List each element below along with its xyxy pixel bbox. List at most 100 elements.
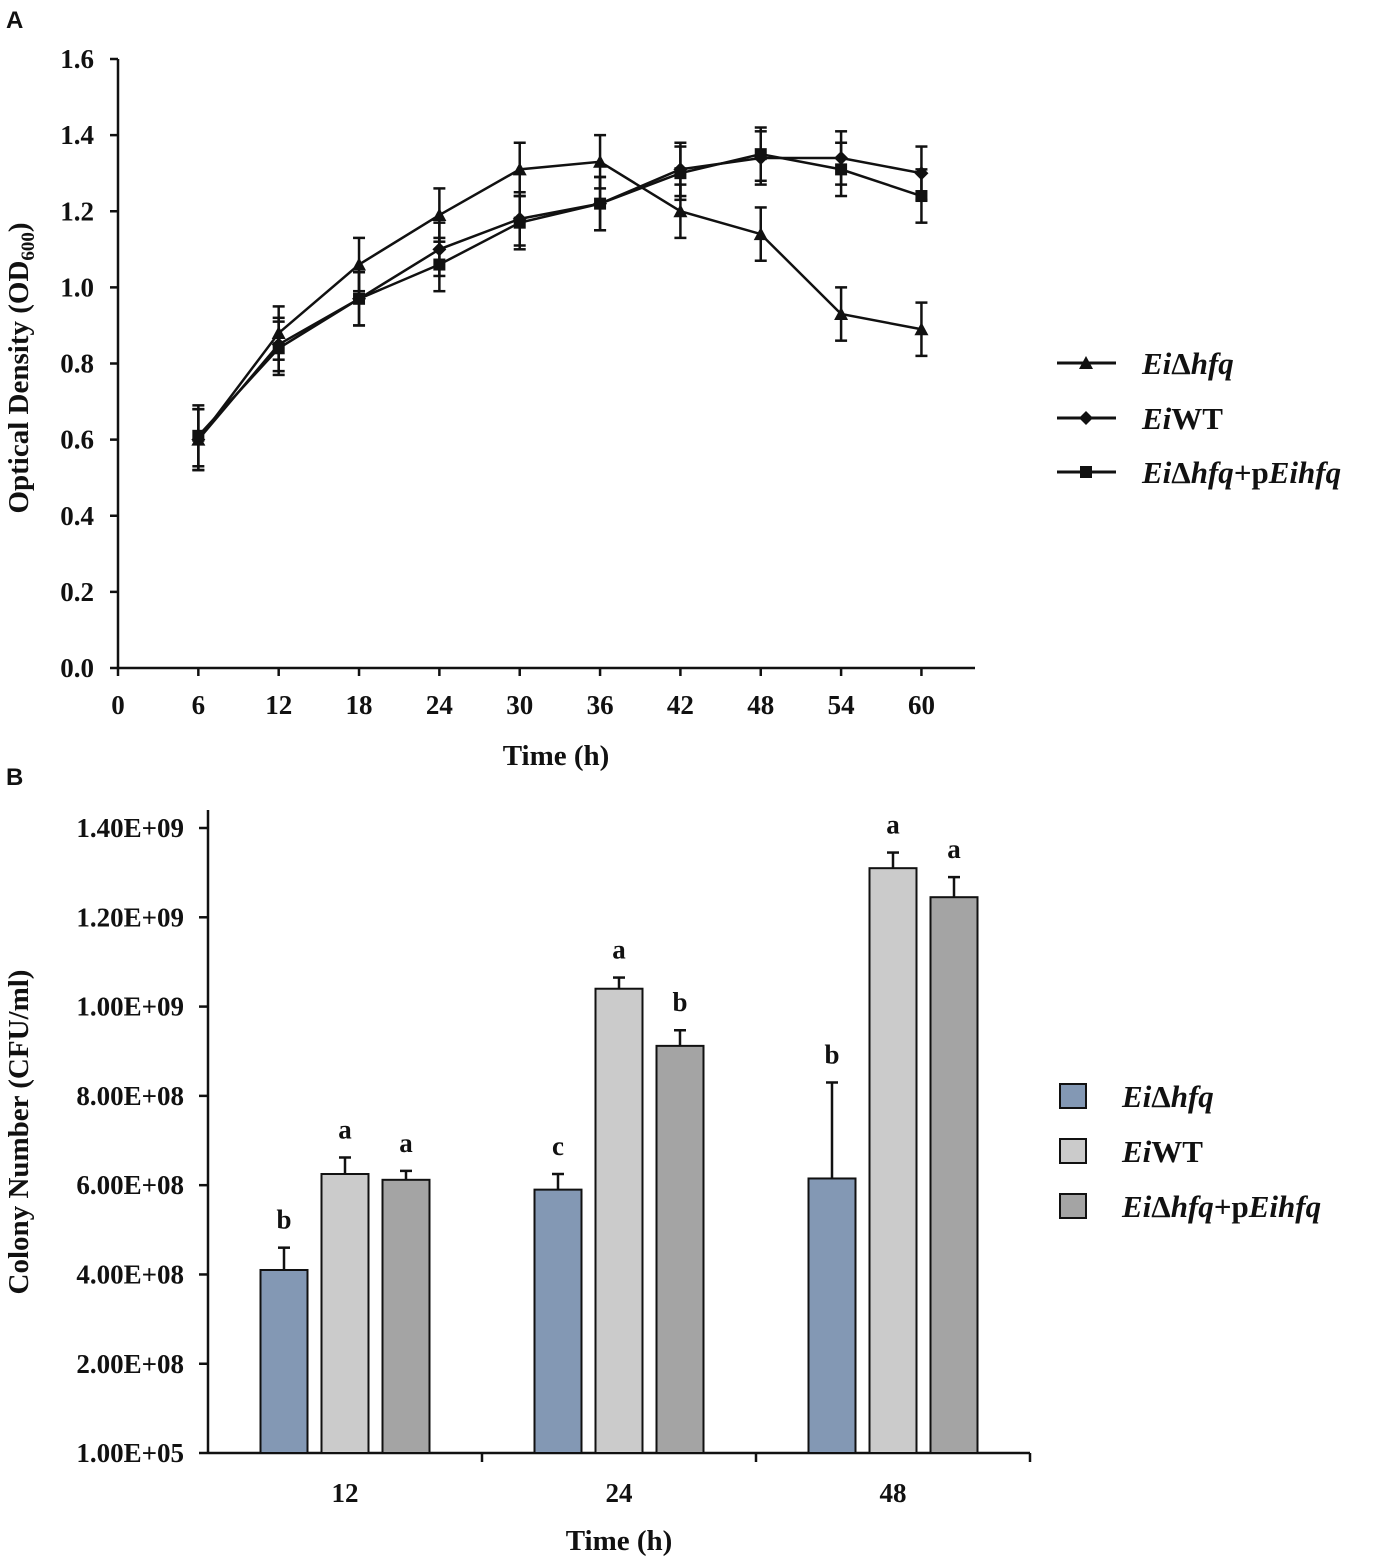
data-point [914, 322, 929, 336]
data-point [753, 227, 768, 241]
legend-label-1: EiWT [1141, 401, 1223, 436]
legend-label-2-part-2: hfq [1191, 455, 1234, 490]
data-point [513, 216, 526, 229]
x-tick-label: 48 [747, 690, 774, 720]
y-tick-label: 1.0 [60, 272, 94, 302]
significance-label: a [947, 834, 961, 864]
x-tick-label: 24 [606, 1478, 633, 1508]
data-point [272, 342, 285, 355]
x-tick-label: 12 [332, 1478, 359, 1508]
x-tick-label: 36 [587, 690, 614, 720]
y-tick-label: 1.6 [60, 44, 94, 74]
legend-label-2-part-3: +p [1234, 455, 1269, 490]
series-1 [191, 130, 929, 472]
x-tick-label: 18 [346, 690, 373, 720]
y-tick-label: 1.40E+09 [76, 813, 184, 843]
y-tick-label: 0.6 [60, 425, 94, 455]
series-line [197, 156, 922, 441]
legend-label-0-part-0: Ei [1121, 1079, 1152, 1114]
legend-label-0-part-0: Ei [1141, 346, 1172, 381]
y-axis-title-subscript: 600 [18, 232, 39, 261]
legend-label-1-part-0: Ei [1121, 1134, 1152, 1169]
y-tick-label: 1.00E+05 [76, 1438, 184, 1468]
data-point [594, 197, 607, 210]
legend-marker [1079, 411, 1093, 425]
series-line [197, 160, 922, 441]
legend-label-2-part-1: Δ [1151, 1189, 1170, 1224]
bar [655, 1044, 705, 1454]
data-point [834, 307, 849, 321]
legend-label-0: EiΔhfq [1141, 346, 1234, 381]
legend-label-0: EiΔhfq [1121, 1079, 1214, 1114]
significance-label: a [338, 1114, 352, 1144]
data-point [915, 190, 928, 203]
data-point [432, 208, 447, 222]
data-point [433, 258, 446, 271]
x-tick-label: 30 [506, 690, 533, 720]
legend-label-1: EiWT [1121, 1134, 1203, 1169]
significance-label: a [612, 935, 626, 965]
legend-label-2-part-4: Eihfq [1268, 455, 1341, 490]
legend-marker [1079, 356, 1093, 369]
legend-label-2-part-0: Ei [1121, 1189, 1152, 1224]
y-tick-label: 1.20E+09 [76, 902, 184, 932]
data-point [754, 148, 767, 161]
x-tick-label: 24 [426, 690, 453, 720]
x-tick-label: 12 [265, 690, 292, 720]
significance-label: c [552, 1131, 564, 1161]
y-tick-label: 2.00E+08 [76, 1349, 184, 1379]
data-point [512, 162, 527, 176]
y-tick-label: 4.00E+08 [76, 1259, 184, 1289]
x-axis-title: Time (h) [503, 740, 610, 772]
y-tick-label: 0.4 [60, 501, 94, 531]
series-0 [191, 133, 929, 472]
y-tick-label: 0.0 [60, 653, 94, 683]
bar [381, 1178, 431, 1454]
series-line [197, 152, 922, 437]
bar [594, 987, 644, 1454]
legend-marker [1080, 466, 1092, 478]
series-2 [192, 126, 928, 468]
data-point [673, 204, 688, 218]
y-axis-title-close: ) [3, 222, 35, 232]
legend-swatch [1059, 1083, 1087, 1109]
growth-curve-chart: 0.0 0.2 0.4 0.6 0.8 1.0 1.2 1.4 1.6 0 6 12 18 24 30 36 4… [3, 44, 1341, 772]
significance-label: a [886, 810, 900, 840]
x-tick-label: 42 [667, 690, 694, 720]
x-axis-title: Time (h) [566, 1525, 673, 1557]
data-point [835, 163, 848, 176]
panel-b-label: B [6, 764, 23, 791]
bar [868, 867, 918, 1454]
y-axis-title-main: Optical Density (OD [3, 261, 35, 514]
bar [259, 1268, 309, 1454]
data-point [192, 429, 205, 442]
legend-label-2-part-4: Eihfq [1248, 1189, 1321, 1224]
y-tick-label: 1.2 [60, 196, 94, 226]
legend-label-2-part-0: Ei [1141, 455, 1172, 490]
y-tick-label: 1.4 [60, 120, 94, 150]
x-tick-label: 54 [828, 690, 855, 720]
y-tick-label: 0.2 [60, 577, 94, 607]
y-tick-label: 1.00E+09 [76, 992, 184, 1022]
x-tick-label: 48 [880, 1478, 907, 1508]
y-axis-title: Colony Number (CFU/ml) [3, 970, 35, 1295]
data-point [353, 292, 366, 305]
legend-swatch [1059, 1193, 1087, 1219]
legend-swatch [1059, 1138, 1087, 1164]
legend-label-0-part-1: Δ [1151, 1079, 1170, 1114]
bar [533, 1188, 583, 1454]
significance-label: b [672, 987, 687, 1017]
legend-label-1-part-1: WT [1151, 1134, 1203, 1169]
x-tick-label: 6 [192, 690, 206, 720]
legend-label-2: EiΔhfq+pEihfq [1141, 455, 1341, 490]
data-point [352, 257, 367, 271]
legend-label-0-part-2: hfq [1191, 346, 1234, 381]
y-tick-label: 8.00E+08 [76, 1081, 184, 1111]
legend-label-2-part-3: +p [1214, 1189, 1249, 1224]
legend-label-1-part-1: WT [1171, 401, 1223, 436]
data-point [674, 167, 687, 180]
x-tick-label: 0 [111, 690, 125, 720]
